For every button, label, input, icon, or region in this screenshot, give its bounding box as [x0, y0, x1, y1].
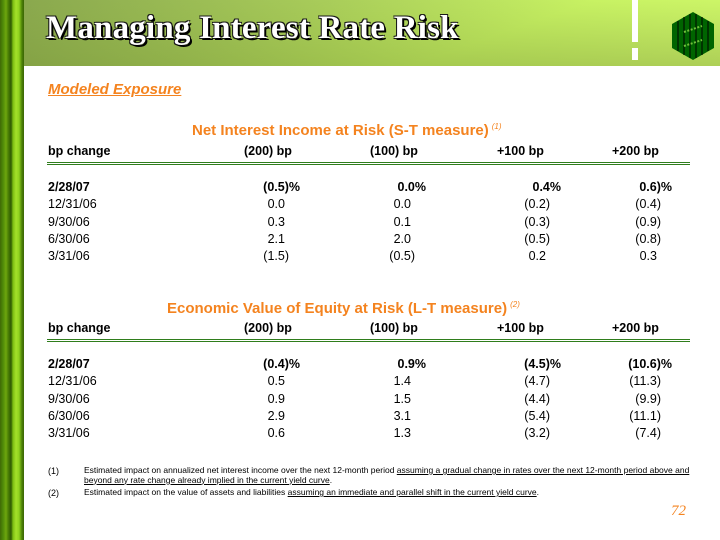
- footnote-1-mark: (1): [48, 466, 59, 476]
- table-1-row-date: 9/30/06: [48, 214, 90, 229]
- table-1-col-bp-change: bp change: [48, 144, 111, 158]
- table-1-cell: 0.4%: [532, 180, 562, 194]
- table-2-cell: (4.7): [524, 374, 550, 389]
- table-2-row-date: 6/30/06: [48, 408, 90, 423]
- footnote-2-underlined: assuming an immediate and parallel shift…: [287, 487, 537, 497]
- header-divider-top: [632, 0, 638, 42]
- table-1-cell: 0.0: [393, 197, 411, 212]
- table-2-cell: (9.9): [635, 391, 661, 406]
- table-1-cell: (0.3): [524, 214, 550, 229]
- table-2-col-plus-100: +100 bp: [497, 321, 544, 335]
- table-1-cell: (0.5): [524, 231, 550, 246]
- table-2-cell: 1.5: [393, 391, 411, 406]
- table-1-col-plus-200: +200 bp: [612, 144, 659, 158]
- table-2-cell: 3.1: [393, 408, 411, 423]
- table-1-cell: 0.2: [528, 249, 546, 264]
- footnote-2-end: .: [536, 487, 540, 497]
- table-2-cell: 0.6: [267, 426, 285, 441]
- table-1-col-plus-100: +100 bp: [497, 144, 544, 158]
- footnote-1-end: .: [329, 474, 333, 485]
- table-1-cell: (0.8): [635, 231, 661, 246]
- table-1-cell: 0.6)%: [639, 180, 672, 194]
- table-2-col-minus-200: (200) bp: [244, 321, 292, 335]
- table-1-cell: (0.2): [524, 197, 550, 212]
- table-1-cell: (0.4): [635, 197, 661, 212]
- table-1-cell: (1.5): [263, 249, 289, 264]
- page-number: 72: [671, 503, 686, 519]
- table-1-cell: (0.9): [635, 214, 661, 229]
- table-2-row-date: 12/31/06: [48, 374, 97, 389]
- table-1-title: Net Interest Income at Risk (S-T measure…: [192, 122, 502, 139]
- table-1-cell: 0.1: [393, 214, 411, 229]
- header-shade: [24, 0, 720, 66]
- table-1-title-text: Net Interest Income at Risk (S-T measure…: [192, 122, 489, 139]
- table-2-header-rule: [47, 339, 690, 342]
- footnote-1-text: Estimated impact on annualized net inter…: [84, 465, 714, 485]
- table-2-footnote-ref: (2): [510, 300, 520, 309]
- table-1-cell: 0.0: [267, 197, 285, 212]
- table-2-cell: (7.4): [635, 426, 661, 441]
- table-2-col-plus-200: +200 bp: [612, 321, 659, 335]
- table-2-cell: (0.4)%: [263, 357, 300, 371]
- table-2-cell: 2.9: [267, 408, 285, 423]
- table-2-row-date: 2/28/07: [48, 357, 90, 371]
- table-1-cell: (0.5): [389, 249, 415, 264]
- footnote-1-plain: Estimated impact on annualized net inter…: [84, 465, 397, 475]
- footnote-2-plain: Estimated impact on the value of assets …: [84, 487, 288, 497]
- table-1-col-minus-100: (100) bp: [370, 144, 418, 158]
- table-1-cell: 2.0: [393, 231, 411, 246]
- bank-logo-icon: [672, 12, 714, 60]
- table-2-cell: 0.9: [267, 391, 285, 406]
- table-2-row-date: 3/31/06: [48, 426, 90, 441]
- table-2-cell: (11.1): [629, 408, 661, 423]
- table-2-cell: 0.9%: [397, 357, 427, 371]
- section-subtitle: Modeled Exposure: [48, 81, 182, 98]
- table-1-col-minus-200: (200) bp: [244, 144, 292, 158]
- table-1-cell: 0.3: [639, 249, 657, 264]
- table-1-cell: 2.1: [267, 231, 285, 246]
- left-decorative-bar: [0, 0, 24, 540]
- header-banner: Managing Interest Rate Risk: [24, 0, 720, 66]
- table-2-cell: (4.4): [524, 391, 550, 406]
- table-1-row-date: 3/31/06: [48, 249, 90, 264]
- table-2-cell: (10.6)%: [628, 357, 672, 371]
- footnote-1-underlined: assuming a gradual change in rates over …: [84, 465, 690, 485]
- table-2-title: Economic Value of Equity at Risk (L-T me…: [167, 300, 520, 317]
- table-1-cell: 0.0%: [397, 180, 427, 194]
- table-2-title-text: Economic Value of Equity at Risk (L-T me…: [167, 300, 508, 317]
- table-2-col-bp-change: bp change: [48, 321, 111, 335]
- table-2-cell: (3.2): [524, 426, 550, 441]
- table-2-cell: 1.4: [393, 374, 411, 389]
- table-1-row-date: 12/31/06: [48, 197, 97, 212]
- table-2-cell: (4.5)%: [524, 357, 561, 371]
- table-1-row-date: 2/28/07: [48, 180, 90, 194]
- table-2-cell: (11.3): [629, 374, 661, 389]
- header-divider-bottom: [632, 48, 638, 60]
- table-2-cell: (5.4): [524, 408, 550, 423]
- table-2-cell: 1.3: [393, 426, 411, 441]
- table-2-col-minus-100: (100) bp: [370, 321, 418, 335]
- table-1-header-rule: [47, 162, 690, 165]
- table-2-row-date: 9/30/06: [48, 391, 90, 406]
- footnote-2-text: Estimated impact on the value of assets …: [84, 487, 714, 498]
- page-title: Managing Interest Rate Risk: [46, 10, 459, 46]
- table-1-cell: 0.3: [267, 214, 285, 229]
- table-1-row-date: 6/30/06: [48, 231, 90, 246]
- table-2-cell: 0.5: [267, 374, 285, 389]
- table-1-footnote-ref: (1): [491, 122, 502, 131]
- footnote-2-mark: (2): [48, 488, 59, 498]
- table-1-cell: (0.5)%: [263, 180, 300, 194]
